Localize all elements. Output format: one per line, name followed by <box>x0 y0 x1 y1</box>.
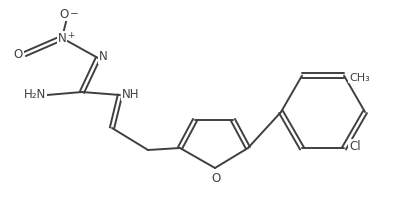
Text: O: O <box>211 172 220 185</box>
Text: −: − <box>70 9 79 19</box>
Text: +: + <box>67 31 74 40</box>
Text: NH: NH <box>122 88 139 101</box>
Text: O: O <box>14 48 23 61</box>
Text: N: N <box>99 51 107 63</box>
Text: CH₃: CH₃ <box>348 73 369 83</box>
Text: N: N <box>57 31 66 44</box>
Text: H₂N: H₂N <box>24 89 46 102</box>
Text: O: O <box>60 8 69 20</box>
Text: Cl: Cl <box>348 140 360 153</box>
